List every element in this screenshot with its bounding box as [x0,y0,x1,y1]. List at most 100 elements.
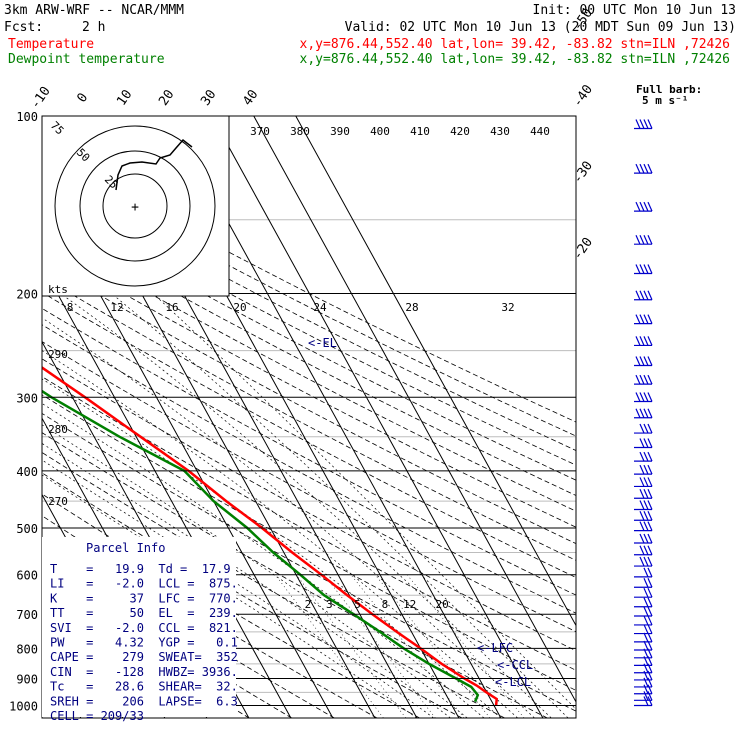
moist-adiabat [60,293,552,718]
temperature-location: x,y=876.44,552.40 lat,lon= 39.42, -83.82… [300,37,730,52]
barb-flag [643,356,649,366]
parcel-info-row: PW = 4.32 YGP = 0.1 [50,636,238,650]
pressure-label: 800 [16,642,38,656]
wind-barb [634,545,653,556]
barb-flag [639,336,645,346]
theta-label: 270 [48,495,68,508]
hodograph-frame [41,115,230,297]
isotherm-label: 20 [156,87,177,108]
barb-flag [639,477,645,487]
barb-flag [639,201,645,212]
pressure-label: 700 [16,608,38,622]
barb-flag [647,163,653,174]
barb-flag [639,264,645,274]
hodograph-trace [115,138,193,191]
barb-flag [639,408,645,419]
dry-adiabat [42,515,378,718]
barb-flag [639,511,645,521]
barb-flag [643,545,649,556]
level-marker: <-LCL [495,675,531,689]
barb-flag [643,314,649,324]
mixing-ratio-line [296,574,407,718]
dry-adiabat [42,260,576,545]
isotherm [0,116,39,718]
level-marker: <-CCL [497,658,533,672]
dewpoint-location: x,y=876.44,552.40 lat,lon= 39.42, -83.82… [300,52,730,67]
barb-flag [643,587,649,598]
speed-scale-label: 8 [67,301,74,314]
barb-flag [643,521,649,531]
theta-label: 290 [48,348,68,361]
parcel-info-box: Parcel Info T = 19.9 Td = 17.9LI = -2.0 … [42,537,238,723]
parcel-info-row: LI = -2.0 LCL = 875. [50,577,238,591]
dry-adiabat [42,162,576,437]
barb-flag [647,201,653,212]
barb-flag [643,691,649,701]
isotherm-label: -10 [28,84,54,112]
init-time: Init: 00 UTC Mon 10 Jun 13 [533,3,737,18]
wind-barb [634,533,653,544]
speed-scale-label: 24 [313,301,327,314]
barb-flag [647,696,653,706]
barb-flag [643,201,649,212]
barb-flag [639,488,645,499]
barb-flag [647,577,653,588]
barb-flag [643,577,649,588]
speed-scale-label: 32 [501,301,514,314]
wind-barb [634,201,653,212]
moist-adiabat [42,317,535,718]
barb-flag [647,500,653,510]
parcel-info-title: Parcel Info [86,541,165,555]
theta-label: 370 [250,125,270,138]
barb-flag [647,314,653,324]
barb-flag [643,119,649,129]
barb-flag [643,464,649,475]
moist-adiabat [42,378,502,718]
barb-legend-value: 5 m s⁻¹ [642,94,688,107]
moist-adiabat [42,442,451,718]
wind-barb [634,336,653,347]
barb-flag [635,163,641,174]
barb-flag [643,670,649,681]
barb-flag [647,438,653,448]
barb-flag [647,119,653,129]
barb-flag [639,374,645,385]
wind-barb [634,392,653,403]
barb-flag [639,392,645,402]
barb-flag [647,264,653,274]
barb-flag [639,464,645,475]
barb-flag [647,336,653,346]
dry-adiabat [42,324,576,614]
wind-barb [634,606,653,617]
barb-flag [647,677,653,688]
theta-label: 280 [48,423,68,436]
barb-flag [635,119,641,129]
barb-flag [647,356,653,366]
barb-flag [643,640,649,651]
barb-flag [643,632,649,643]
dry-adiabat [42,341,576,633]
hodograph-ring [79,150,191,262]
barb-flag [647,663,653,674]
wind-barb [634,356,653,367]
barb-flag [643,556,649,567]
wind-barb [634,119,653,130]
wind-barb [634,624,653,635]
parcel-info-row: SVI = -2.0 CCL = 821. [50,621,238,635]
wind-barb [634,488,653,499]
pressure-label: 300 [16,391,38,405]
parcel-info-row: CELL = 209/33 [50,709,144,723]
barb-flag [647,684,653,694]
barb-flag [635,234,641,245]
barb-flag [643,477,649,487]
wind-barb [634,684,653,695]
barb-flag [647,234,653,245]
barb-flag [635,201,641,212]
wind-barb [634,615,653,626]
plot-border [41,115,577,719]
isotherm-label: 10 [114,87,135,108]
barb-flag [635,336,641,346]
barb-flag [643,677,649,688]
